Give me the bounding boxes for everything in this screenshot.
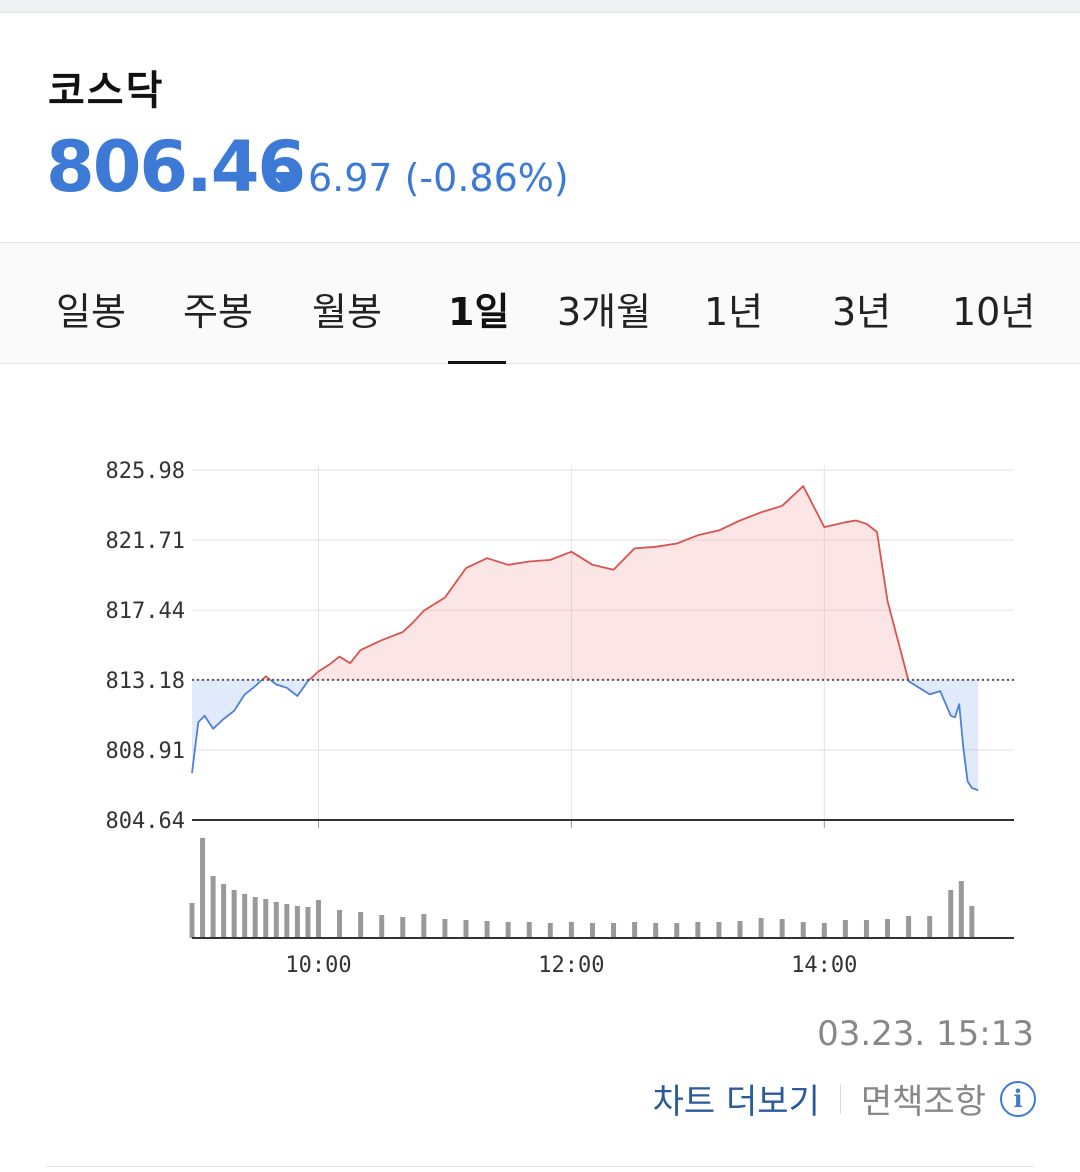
volume-bar	[758, 918, 764, 938]
volume-bar	[463, 920, 469, 938]
x-tick-label: 14:00	[791, 953, 857, 978]
y-tick-label: 804.64	[106, 809, 185, 834]
volume-bar	[632, 922, 638, 938]
intraday-chart[interactable]: 825.98 821.71 817.44 813.18 808.91 804.64 10:…	[0, 440, 1080, 980]
y-tick-label: 821.71	[106, 529, 185, 554]
volume-bars	[189, 838, 1014, 939]
volume-bar	[589, 923, 595, 938]
volume-bar	[547, 923, 553, 938]
volume-bar	[294, 906, 300, 938]
volume-bar	[948, 890, 954, 938]
volume-bar	[442, 919, 448, 938]
volume-bar	[379, 915, 385, 938]
volume-bar	[653, 923, 659, 938]
volume-bar	[842, 920, 848, 938]
volume-bar	[674, 923, 680, 938]
price-line-down	[269, 679, 310, 697]
up-area	[309, 486, 909, 680]
tab-daily-candle[interactable]: 일봉	[56, 290, 126, 334]
x-tick-label: 12:00	[538, 953, 604, 978]
price-line-up	[261, 675, 271, 681]
price-change: 6.97 (-0.86%)	[272, 156, 569, 200]
volume-bar	[305, 907, 311, 938]
disclaimer-link[interactable]: 면책조항	[860, 1082, 986, 1122]
period-tab-bar: 일봉 주봉 월봉 1일 3개월 1년 3년 10년	[0, 242, 1080, 364]
price-line-down	[907, 679, 979, 791]
volume-bar	[969, 906, 975, 938]
volume-bar	[526, 922, 532, 938]
y-tick-label: 825.98	[106, 459, 185, 484]
volume-bar	[927, 916, 933, 938]
index-price: 806.46	[46, 126, 306, 208]
footer-separator	[839, 1083, 841, 1114]
volume-bar	[284, 904, 290, 938]
volume-bar	[716, 922, 722, 938]
price-line	[191, 485, 979, 791]
volume-bar	[695, 922, 701, 938]
volume-bar	[737, 921, 743, 938]
volume-bar	[337, 910, 343, 938]
tab-10-years[interactable]: 10년	[952, 290, 1036, 334]
info-icon[interactable]: i	[1000, 1080, 1036, 1117]
down-area	[908, 679, 979, 791]
volume-bar	[800, 922, 806, 938]
chart-footer: 차트 더보기 면책조항 i	[653, 1074, 1036, 1123]
volume-bar	[863, 920, 869, 938]
top-divider	[0, 0, 1080, 13]
y-axis-ticks: 825.98 821.71 817.44 813.18 808.91 804.64	[106, 459, 185, 834]
down-triangle-icon	[272, 171, 298, 189]
volume-bar	[189, 903, 195, 938]
change-percent: (-0.86%)	[404, 156, 569, 200]
tab-3-months[interactable]: 3개월	[557, 290, 652, 334]
volume-bar	[505, 922, 511, 938]
tab-monthly-candle[interactable]: 월봉	[312, 290, 382, 334]
price-area	[192, 486, 979, 791]
volume-bar	[484, 921, 490, 938]
volume-bar	[200, 838, 206, 938]
volume-bar	[568, 922, 574, 938]
index-title: 코스닥	[48, 68, 165, 114]
volume-bar	[221, 884, 227, 938]
active-tab-indicator	[448, 361, 506, 364]
y-tick-label: 817.44	[106, 599, 185, 624]
volume-bar	[421, 914, 427, 938]
more-chart-link[interactable]: 차트 더보기	[652, 1082, 820, 1122]
down-area	[192, 679, 262, 774]
volume-bar	[252, 897, 258, 938]
volume-bar	[263, 899, 269, 938]
volume-bar	[315, 900, 321, 938]
y-tick-label: 813.18	[106, 669, 185, 694]
tab-1-year[interactable]: 1년	[704, 290, 764, 334]
volume-bar	[611, 923, 617, 938]
volume-bar	[210, 876, 216, 938]
volume-bar	[906, 916, 912, 938]
tab-3-years[interactable]: 3년	[832, 290, 892, 334]
volume-bar	[273, 902, 279, 938]
y-tick-label: 808.91	[106, 739, 185, 764]
volume-bar	[821, 923, 827, 938]
change-value: 6.97	[308, 156, 393, 200]
volume-bar	[885, 919, 891, 938]
bottom-divider	[46, 1166, 1034, 1167]
volume-bar	[358, 912, 364, 938]
volume-bar	[958, 881, 964, 938]
x-tick-label: 10:00	[285, 953, 351, 978]
volume-bar	[779, 919, 785, 938]
price-line-down	[191, 679, 263, 774]
tab-1-day[interactable]: 1일	[448, 290, 510, 334]
price-line-up	[308, 485, 910, 681]
x-axis-ticks: 10:00 12:00 14:00	[285, 953, 857, 978]
last-updated-time: 03.23. 15:13	[817, 1014, 1034, 1054]
volume-bar	[400, 917, 406, 938]
volume-bar	[231, 890, 237, 938]
volume-bar	[242, 894, 248, 938]
tab-weekly-candle[interactable]: 주봉	[183, 290, 253, 334]
